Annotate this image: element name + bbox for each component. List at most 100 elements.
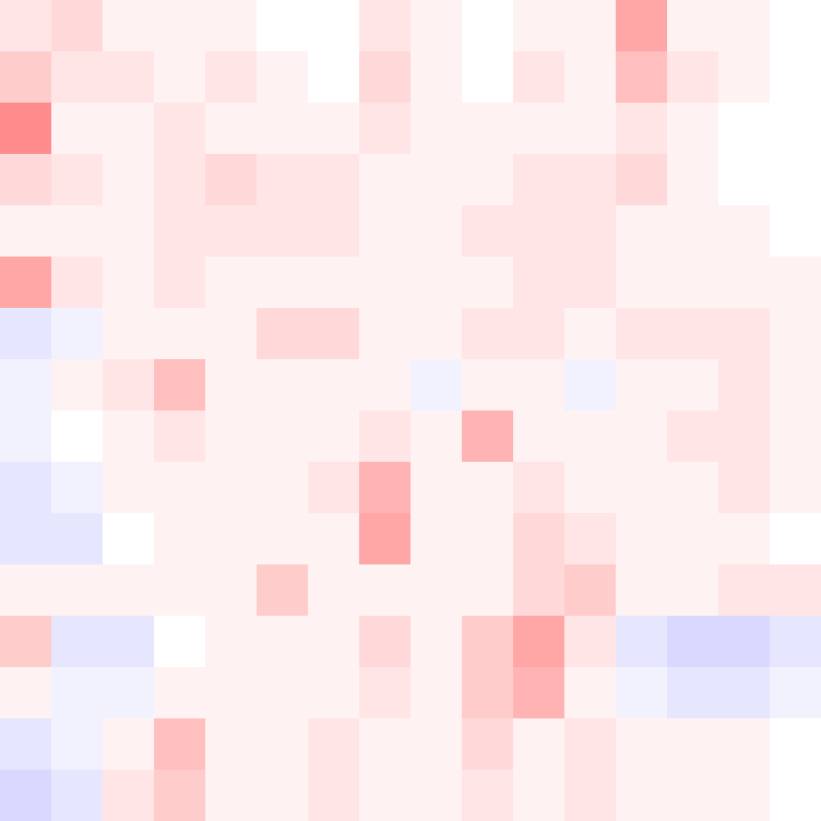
heatmap-cell (307, 564, 360, 617)
heatmap-cell (51, 615, 104, 668)
heatmap-cell (564, 461, 617, 514)
heatmap-cell (205, 769, 258, 821)
heatmap-cell (667, 0, 719, 52)
heatmap-cell (307, 307, 360, 360)
heatmap-cell (410, 718, 463, 771)
heatmap-cell (410, 256, 463, 309)
heatmap-cell (461, 410, 514, 463)
heatmap-cell (461, 51, 514, 104)
heatmap-cell (307, 359, 360, 411)
heatmap-cell (718, 615, 771, 668)
heatmap-cell (153, 718, 206, 771)
heatmap-cell (769, 102, 821, 155)
heatmap-cell (51, 359, 104, 411)
heatmap-cell (256, 205, 309, 258)
heatmap-cell (667, 410, 719, 463)
heatmap-cell (102, 564, 155, 617)
heatmap-cell (359, 410, 411, 463)
heatmap-cell (718, 359, 771, 411)
heatmap-cell (0, 205, 52, 258)
heatmap-cell (0, 769, 52, 821)
heatmap-cell (307, 153, 360, 206)
heatmap-cell (564, 359, 617, 411)
heatmap-cell (513, 153, 565, 206)
heatmap-cell (359, 0, 411, 52)
heatmap-cell (667, 461, 719, 514)
heatmap-cell (667, 667, 719, 719)
heatmap-cell (513, 513, 565, 565)
heatmap-cell (0, 307, 52, 360)
heatmap-cell (513, 718, 565, 771)
heatmap-cell (256, 513, 309, 565)
heatmap-cell (769, 461, 821, 514)
heatmap-cell (102, 359, 155, 411)
heatmap-cell (667, 718, 719, 771)
heatmap-cell (461, 615, 514, 668)
heatmap-cell (718, 667, 771, 719)
heatmap-cell (205, 256, 258, 309)
heatmap-cell (461, 205, 514, 258)
heatmap-cell (205, 307, 258, 360)
heatmap-cell (410, 102, 463, 155)
heatmap-cell (718, 769, 771, 821)
heatmap-cell (769, 615, 821, 668)
heatmap-cell (359, 102, 411, 155)
heatmap-cell (564, 564, 617, 617)
heatmap-cell (0, 51, 52, 104)
heatmap-cell (615, 461, 668, 514)
heatmap-cell (461, 461, 514, 514)
heatmap-cell (307, 769, 360, 821)
heatmap-cell (102, 256, 155, 309)
heatmap-cell (153, 0, 206, 52)
heatmap-cell (102, 307, 155, 360)
heatmap-cell (0, 718, 52, 771)
heatmap-cell (359, 153, 411, 206)
heatmap-cell (359, 256, 411, 309)
heatmap-cell (205, 667, 258, 719)
heatmap-cell (102, 51, 155, 104)
heatmap-cell (256, 102, 309, 155)
heatmap-cell (0, 0, 52, 52)
heatmap-cell (564, 256, 617, 309)
heatmap-cell (0, 359, 52, 411)
heatmap-cell (359, 667, 411, 719)
heatmap-cell (667, 359, 719, 411)
heatmap-cell (461, 153, 514, 206)
heatmap-cell (769, 410, 821, 463)
heatmap-cell (410, 769, 463, 821)
heatmap-cell (51, 769, 104, 821)
heatmap-cell (51, 667, 104, 719)
heatmap-cell (615, 359, 668, 411)
heatmap-cell (513, 359, 565, 411)
heatmap-cell (307, 51, 360, 104)
heatmap-cell (564, 51, 617, 104)
heatmap-cell (256, 615, 309, 668)
heatmap-cell (205, 0, 258, 52)
heatmap-cell (205, 564, 258, 617)
heatmap-cell (307, 718, 360, 771)
heatmap-cell (359, 769, 411, 821)
heatmap-cell (667, 307, 719, 360)
heatmap-cell (513, 564, 565, 617)
heatmap-cell (461, 0, 514, 52)
heatmap-cell (307, 0, 360, 52)
heatmap-cell (410, 461, 463, 514)
heatmap-cell (615, 205, 668, 258)
heatmap-cell (513, 256, 565, 309)
heatmap-cell (667, 256, 719, 309)
heatmap-cell (513, 769, 565, 821)
heatmap-cell (513, 615, 565, 668)
heatmap-cell (0, 410, 52, 463)
heatmap-cell (205, 205, 258, 258)
heatmap-cell (153, 102, 206, 155)
heatmap-cell (718, 102, 771, 155)
heatmap-cell (667, 513, 719, 565)
heatmap-cell (615, 513, 668, 565)
heatmap-cell (461, 667, 514, 719)
heatmap-cell (307, 205, 360, 258)
heatmap-cell (359, 564, 411, 617)
heatmap-cell (307, 102, 360, 155)
heatmap-cell (564, 410, 617, 463)
heatmap-cell (205, 410, 258, 463)
heatmap-cell (153, 615, 206, 668)
